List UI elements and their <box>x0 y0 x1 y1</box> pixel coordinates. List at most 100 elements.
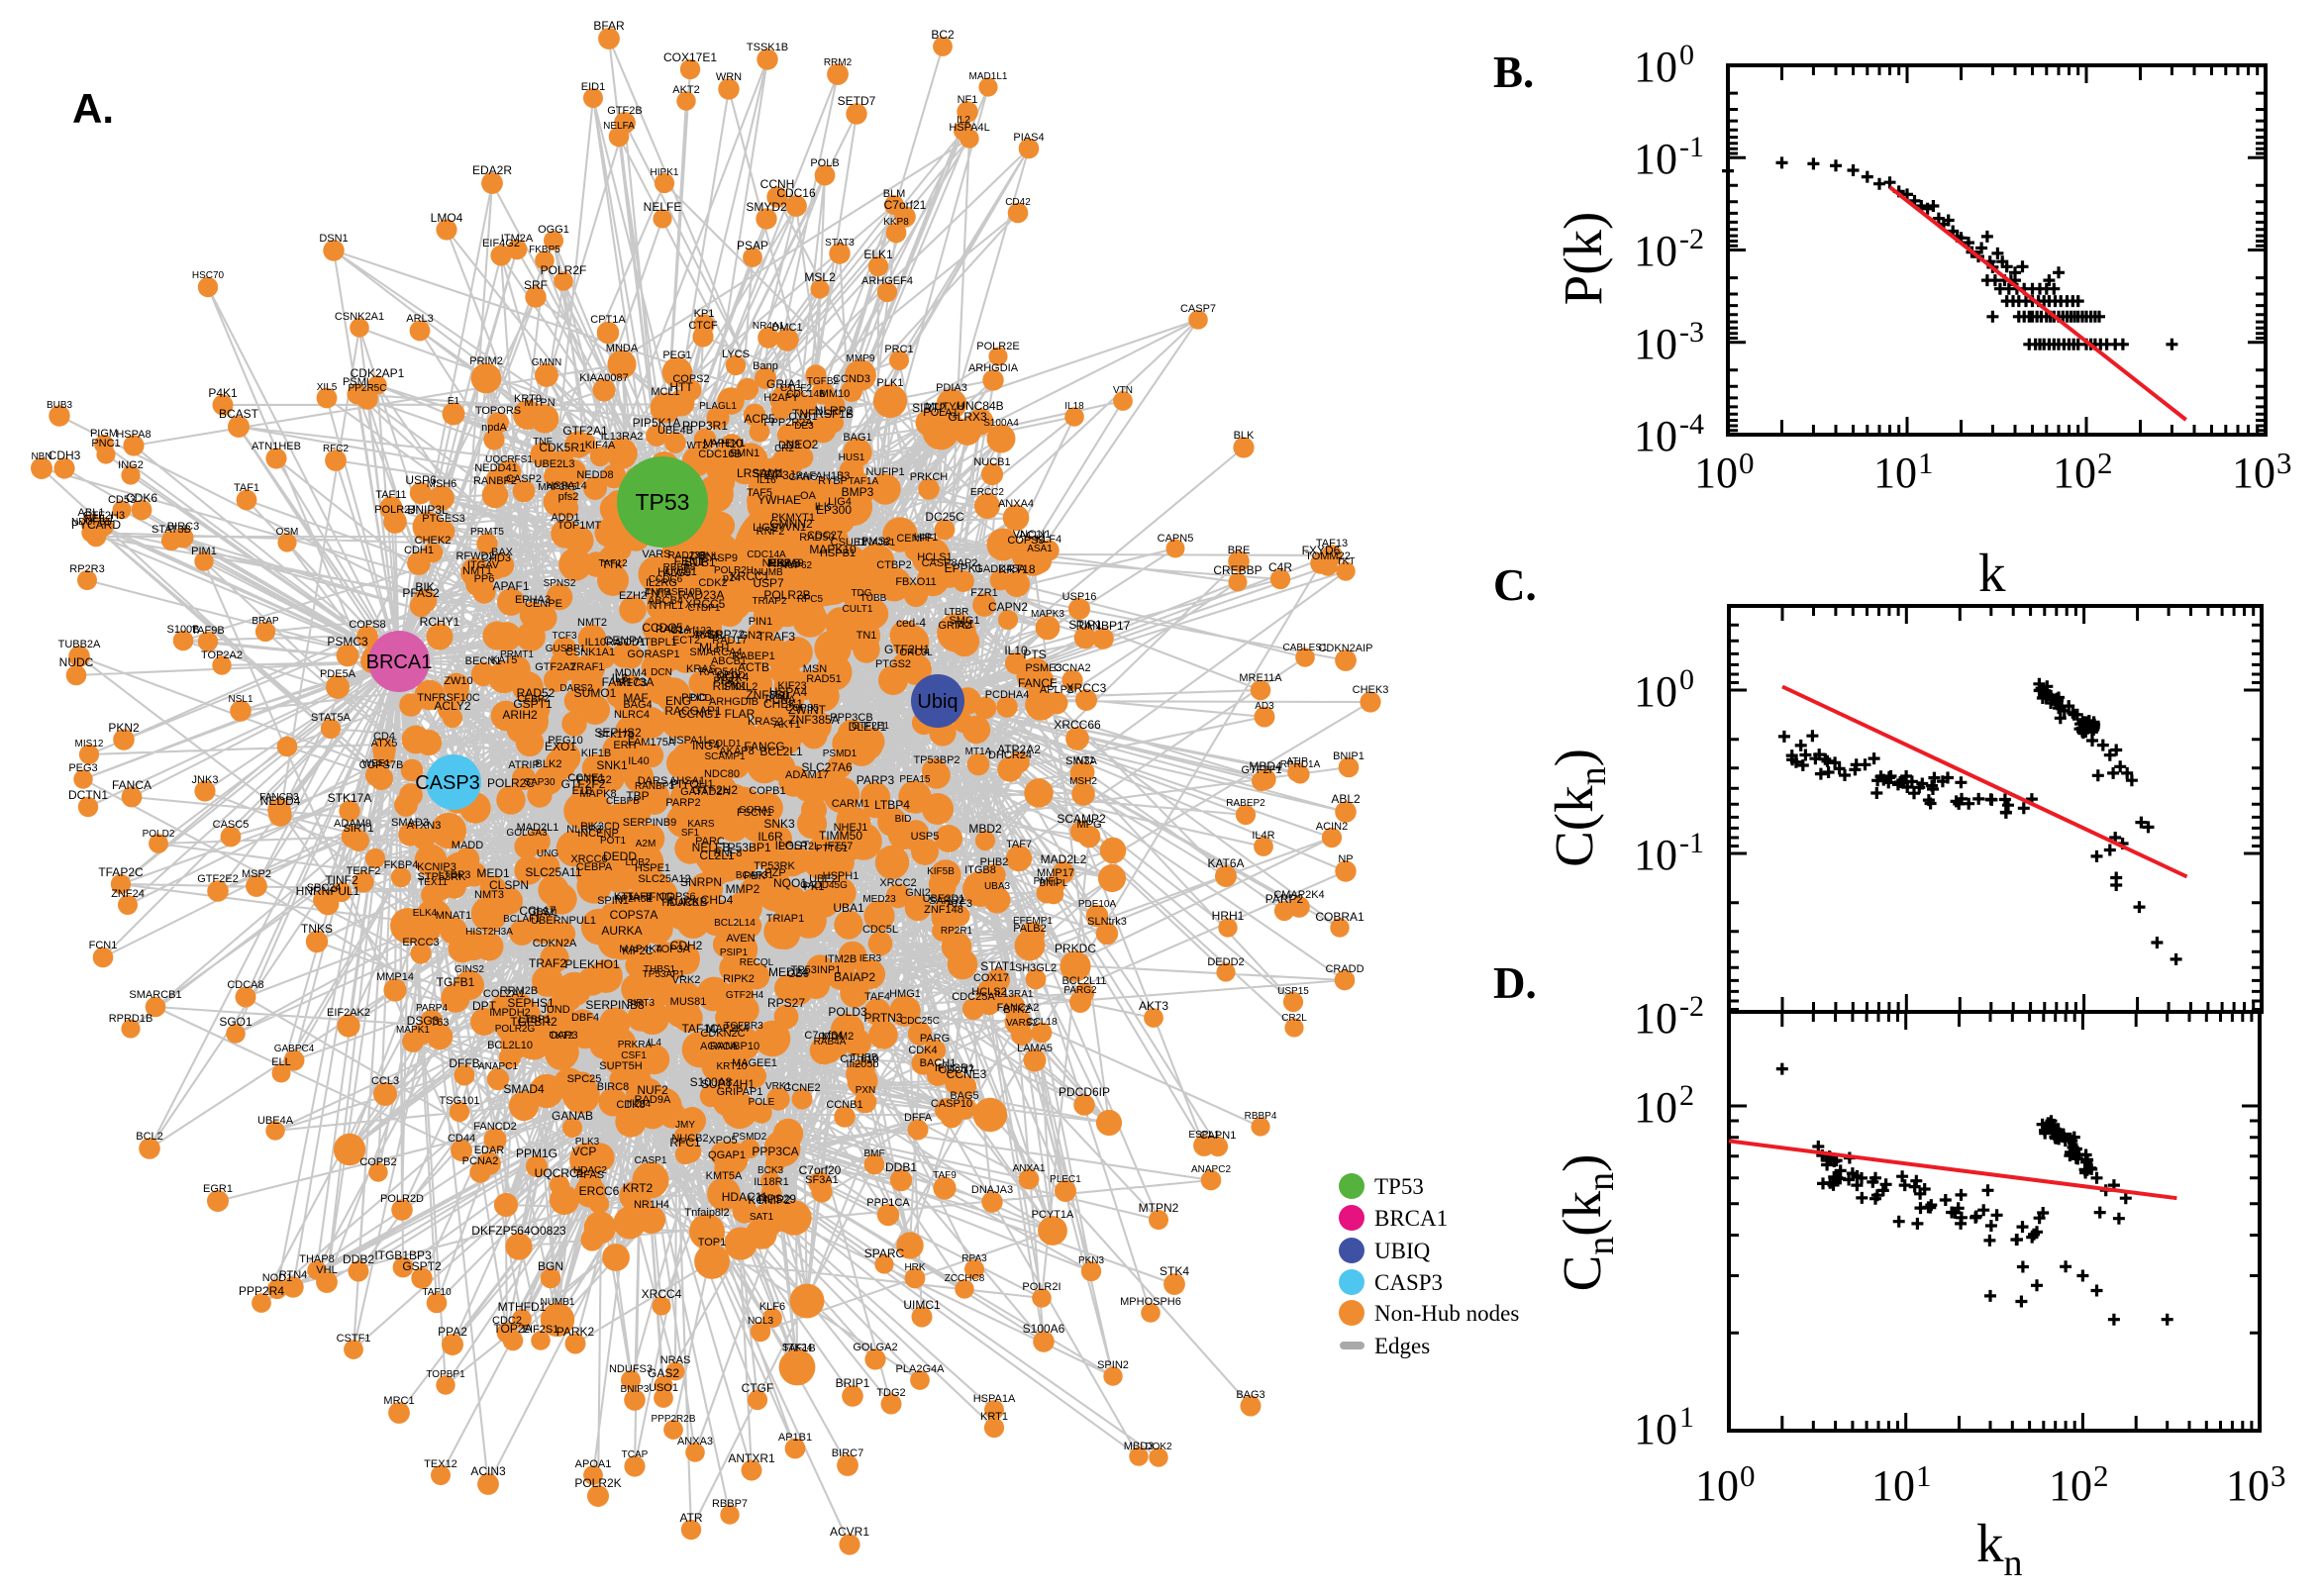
svg-text:2: 2 <box>1679 1079 1694 1112</box>
svg-text:PRTN3: PRTN3 <box>863 1011 902 1025</box>
svg-text:CTCF: CTCF <box>688 320 718 332</box>
svg-text:HIP1: HIP1 <box>914 532 938 544</box>
svg-text:PCDHA4: PCDHA4 <box>985 689 1030 701</box>
svg-text:NRAS: NRAS <box>660 1354 691 1366</box>
svg-text:RAD54L: RAD54L <box>699 666 741 678</box>
svg-text:HSPA1A: HSPA1A <box>973 1393 1016 1405</box>
svg-text:FZR1: FZR1 <box>970 587 998 599</box>
svg-text:TOPORS: TOPORS <box>475 405 521 417</box>
svg-text:HSPA1L: HSPA1L <box>668 735 709 747</box>
svg-text:Ubiq: Ubiq <box>917 691 958 713</box>
svg-text:EDA2R: EDA2R <box>472 163 512 177</box>
svg-text:GATAD2A: GATAD2A <box>680 786 730 798</box>
svg-text:NOL3: NOL3 <box>748 1316 774 1327</box>
svg-text:COBRA1: COBRA1 <box>1315 910 1364 924</box>
svg-text:MAPK8: MAPK8 <box>579 788 616 800</box>
svg-text:CDC14B: CDC14B <box>786 389 826 400</box>
svg-text:TAF2: TAF2 <box>627 891 653 903</box>
svg-text:IFNG: IFNG <box>646 890 674 904</box>
svg-text:EIF4G2: EIF4G2 <box>482 238 520 249</box>
svg-text:KKP8: KKP8 <box>883 217 909 228</box>
svg-text:ANAPC1: ANAPC1 <box>478 1061 518 1072</box>
svg-text:HSC70: HSC70 <box>192 270 225 281</box>
svg-text:KCNIP3: KCNIP3 <box>417 861 456 873</box>
svg-text:RAD51: RAD51 <box>806 673 841 685</box>
svg-text:DEDD: DEDD <box>603 849 637 863</box>
svg-text:XIL5: XIL5 <box>317 382 338 393</box>
svg-text:BACH1: BACH1 <box>920 1057 957 1069</box>
svg-text:RIPK1: RIPK1 <box>713 679 748 693</box>
svg-text:PNC1: PNC1 <box>91 438 120 449</box>
svg-text:PLK1: PLK1 <box>877 377 904 389</box>
svg-text:SYVN1: SYVN1 <box>770 522 806 534</box>
svg-text:POLD3: POLD3 <box>828 1005 867 1019</box>
svg-text:FNTA: FNTA <box>645 588 673 600</box>
svg-text:NR1H4: NR1H4 <box>634 1199 669 1211</box>
svg-text:SNRPN: SNRPN <box>680 875 722 889</box>
svg-text:CASP3: CASP3 <box>415 772 480 794</box>
svg-text:SMG1: SMG1 <box>949 615 979 627</box>
svg-text:GRIPAP1: GRIPAP1 <box>717 1086 763 1098</box>
svg-text:DARS2: DARS2 <box>559 683 593 694</box>
svg-text:ILGST: ILGST <box>775 839 810 852</box>
svg-text:LRSAM1: LRSAM1 <box>737 466 784 480</box>
svg-text:RRAS: RRAS <box>767 556 800 570</box>
svg-text:GTF2H2: GTF2H2 <box>692 783 738 797</box>
svg-text:RCHY1: RCHY1 <box>420 615 460 629</box>
svg-text:SNK3: SNK3 <box>763 817 795 831</box>
svg-text:0: 0 <box>1679 39 1694 71</box>
svg-text:ANXA1: ANXA1 <box>1013 1163 1046 1174</box>
svg-text:PK1: PK1 <box>804 881 825 893</box>
svg-text:ATRIP: ATRIP <box>508 759 540 771</box>
svg-text:COPS6: COPS6 <box>658 891 695 903</box>
svg-text:LTBP4: LTBP4 <box>874 798 910 812</box>
svg-text:IL13RA2: IL13RA2 <box>601 431 644 443</box>
svg-text:PCNA2: PCNA2 <box>462 1155 499 1167</box>
svg-text:TEX11: TEX11 <box>418 877 448 888</box>
svg-text:MRE11A: MRE11A <box>1239 672 1282 684</box>
svg-text:KT1: KT1 <box>614 891 634 903</box>
svg-text:WEE1: WEE1 <box>362 758 391 769</box>
svg-text:VHL: VHL <box>316 1264 337 1276</box>
svg-text:BLK: BLK <box>1234 430 1255 442</box>
svg-text:ACLY2: ACLY2 <box>434 699 470 713</box>
svg-text:ESPL1: ESPL1 <box>1188 1130 1220 1141</box>
svg-text:PARP2: PARP2 <box>665 797 700 809</box>
svg-text:SLNtrk3: SLNtrk3 <box>1087 916 1127 928</box>
svg-text:MT1A: MT1A <box>965 747 992 757</box>
svg-text:SPC25: SPC25 <box>567 1073 602 1085</box>
svg-text:EGR1: EGR1 <box>203 1183 233 1195</box>
svg-text:OSM: OSM <box>276 527 299 538</box>
svg-text:GSPT1: GSPT1 <box>513 697 553 711</box>
svg-text:PHB2: PHB2 <box>980 856 1009 868</box>
svg-text:MAPK3: MAPK3 <box>1031 609 1064 620</box>
svg-text:CTGF: CTGF <box>742 1381 774 1395</box>
svg-text:LMO4: LMO4 <box>431 211 463 225</box>
svg-text:ACIN2: ACIN2 <box>1316 821 1348 833</box>
svg-text:-2: -2 <box>1679 223 1704 255</box>
svg-text:XPO5: XPO5 <box>708 1135 737 1147</box>
svg-text:BNIP3L: BNIP3L <box>407 503 449 517</box>
svg-text:ANXA3: ANXA3 <box>677 1436 713 1447</box>
svg-text:CDC25C: CDC25C <box>900 1016 940 1027</box>
svg-text:NMT2: NMT2 <box>577 617 607 629</box>
svg-text:IL16: IL16 <box>757 475 776 486</box>
svg-text:GTF2B: GTF2B <box>607 105 642 117</box>
svg-text:ACACA: ACACA <box>700 1041 739 1052</box>
svg-text:PPA2: PPA2 <box>438 1325 467 1339</box>
svg-text:KIAA0087: KIAA0087 <box>579 372 629 384</box>
svg-text:MMP14: MMP14 <box>376 971 414 983</box>
svg-text:KIF23: KIF23 <box>777 680 806 692</box>
svg-text:TOPBP1: TOPBP1 <box>426 1369 465 1380</box>
svg-text:PXN: PXN <box>856 1085 876 1096</box>
svg-text:SGO1: SGO1 <box>219 1015 252 1029</box>
svg-text:RP2R1: RP2R1 <box>941 926 973 937</box>
svg-text:NQO1: NQO1 <box>773 876 807 890</box>
svg-text:SLC25A12: SLC25A12 <box>638 873 690 885</box>
svg-text:NEDD41: NEDD41 <box>474 462 517 474</box>
svg-text:RFC1: RFC1 <box>669 1136 701 1149</box>
svg-text:TOMM22: TOMM22 <box>1305 550 1351 562</box>
svg-text:PPP3CB: PPP3CB <box>830 712 872 724</box>
svg-text:POLR2C: POLR2C <box>487 776 535 790</box>
svg-text:KAT5: KAT5 <box>491 654 518 666</box>
